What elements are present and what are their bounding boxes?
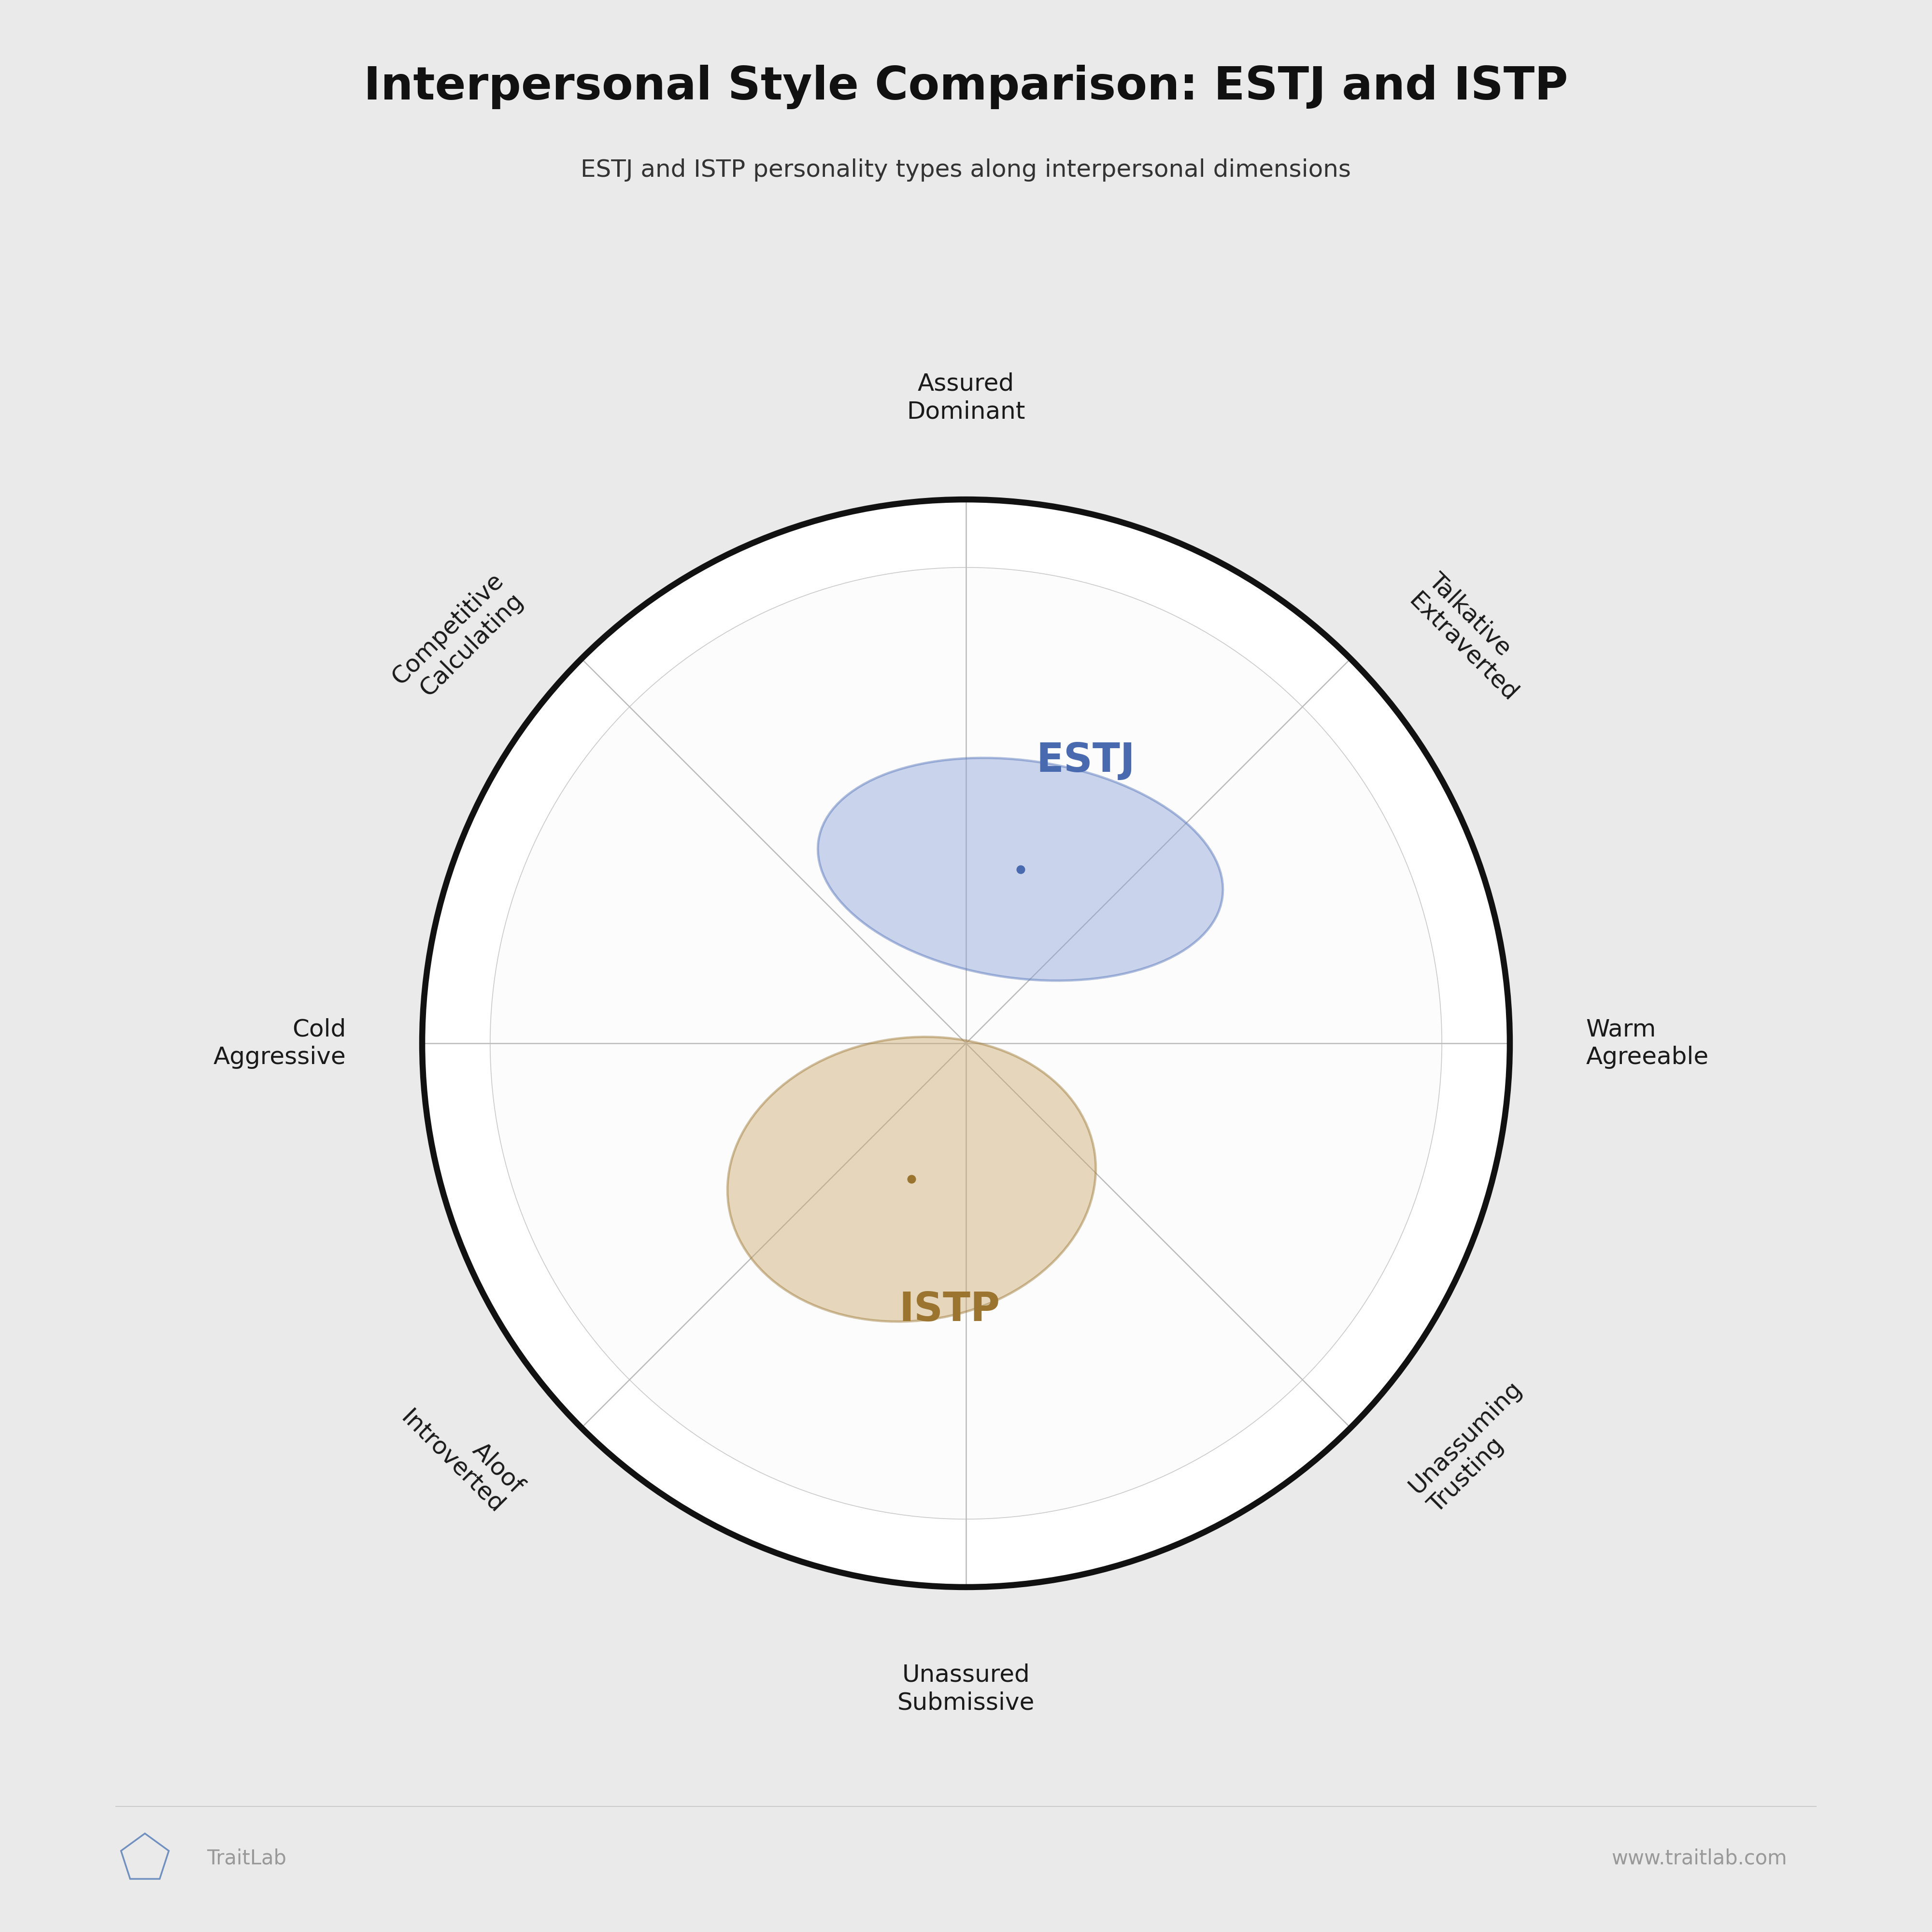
Circle shape (761, 838, 1171, 1248)
Text: Interpersonal Style Comparison: ESTJ and ISTP: Interpersonal Style Comparison: ESTJ and… (363, 64, 1569, 108)
Circle shape (898, 976, 1034, 1111)
Text: TraitLab: TraitLab (207, 1849, 286, 1868)
Text: Aloof
Introverted: Aloof Introverted (396, 1387, 527, 1519)
Text: Warm
Agreeable: Warm Agreeable (1586, 1018, 1708, 1068)
Text: ESTJ: ESTJ (1036, 742, 1136, 781)
Text: www.traitlab.com: www.traitlab.com (1611, 1849, 1787, 1868)
Circle shape (558, 636, 1374, 1451)
Text: Assured
Dominant: Assured Dominant (906, 373, 1026, 423)
Text: ESTJ and ISTP personality types along interpersonal dimensions: ESTJ and ISTP personality types along in… (582, 158, 1350, 182)
Ellipse shape (728, 1037, 1095, 1321)
Text: Unassured
Submissive: Unassured Submissive (896, 1663, 1036, 1714)
Circle shape (831, 908, 1101, 1179)
Circle shape (626, 703, 1306, 1383)
Circle shape (423, 500, 1509, 1586)
Text: Talkative
Extraverted: Talkative Extraverted (1405, 568, 1542, 705)
Text: ISTP: ISTP (898, 1291, 1001, 1329)
Ellipse shape (817, 757, 1223, 981)
Circle shape (491, 568, 1441, 1519)
Text: Competitive
Calculating: Competitive Calculating (388, 568, 527, 709)
Text: Unassuming
Trusting: Unassuming Trusting (1405, 1376, 1546, 1519)
Text: Cold
Aggressive: Cold Aggressive (213, 1018, 346, 1068)
Circle shape (694, 771, 1238, 1316)
